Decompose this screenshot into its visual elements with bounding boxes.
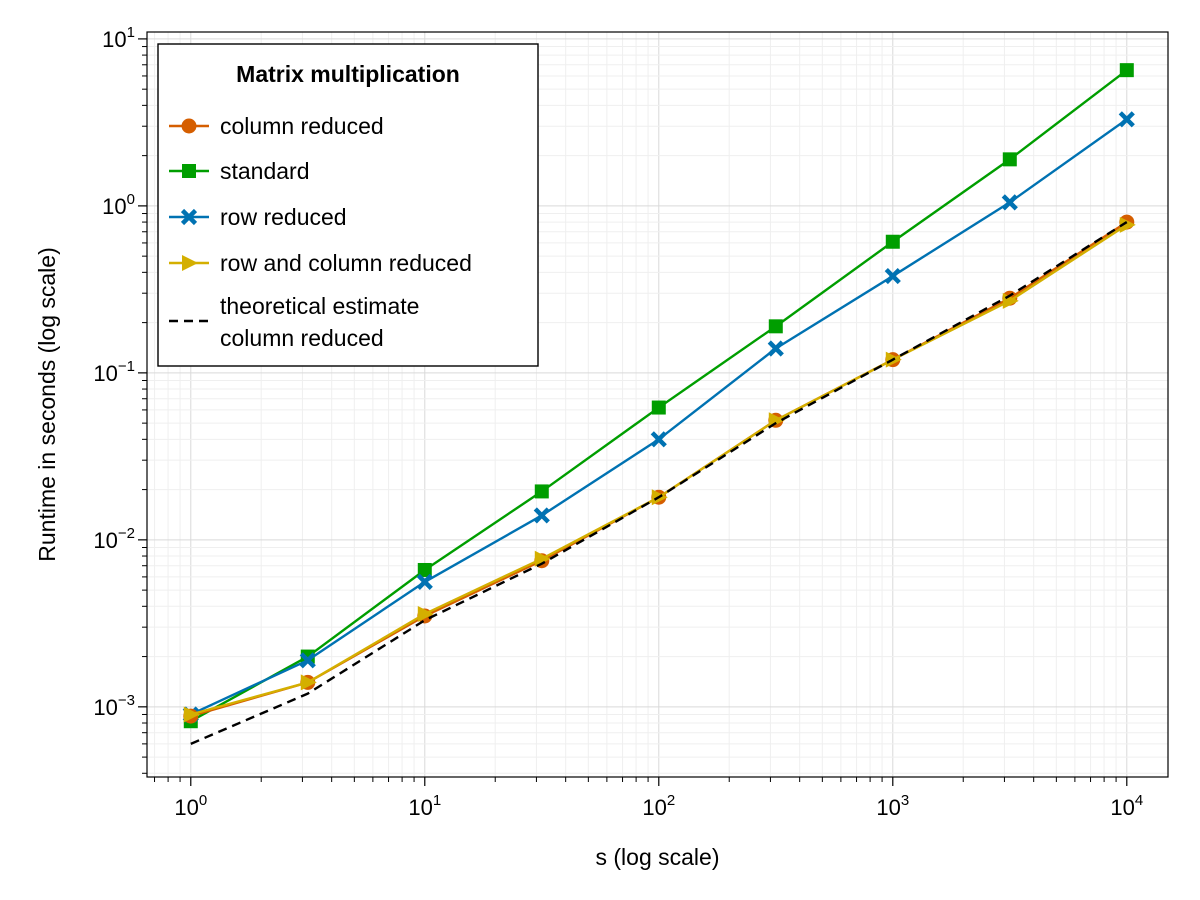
legend-swatch-marker xyxy=(182,164,196,178)
legend-swatch-marker xyxy=(181,118,197,134)
data-point-standard xyxy=(768,319,783,334)
y-tick-label: 101 xyxy=(102,24,135,52)
legend-entry-theoretical-estimate-column-reduced: theoretical estimate column reduced xyxy=(169,293,419,351)
legend-title: Matrix multiplication xyxy=(236,61,460,87)
legend-label: standard xyxy=(220,158,310,184)
y-tick-label: 10−3 xyxy=(93,692,135,720)
data-point-row-reduced xyxy=(1001,194,1018,211)
legend-label: row and column reduced xyxy=(220,250,472,276)
data-point-row-reduced xyxy=(650,431,667,448)
legend-entry-row-and-column-reduced: row and column reduced xyxy=(169,250,472,276)
data-point-row-reduced xyxy=(416,573,433,590)
data-point-row-reduced xyxy=(533,507,550,524)
series-theoretical-estimate-column-reduced xyxy=(190,221,1128,745)
legend-box xyxy=(157,43,539,367)
legend-entries: column reduced standard row reduced row and… xyxy=(169,113,472,351)
x-axis-title: s (log scale) xyxy=(596,844,720,870)
data-point-standard xyxy=(534,484,549,499)
data-point-row-reduced xyxy=(299,652,316,669)
data-point-row-and-column-reduced xyxy=(183,706,200,723)
data-point-standard xyxy=(417,562,432,577)
legend-label: theoretical estimate xyxy=(220,293,419,319)
x-tick-label: 104 xyxy=(1110,792,1143,820)
data-point-standard xyxy=(1119,63,1134,78)
y-tick-label: 10−2 xyxy=(93,525,135,553)
legend-label: column reduced xyxy=(220,113,384,139)
data-point-standard xyxy=(885,234,900,249)
x-tick-label: 100 xyxy=(174,792,207,820)
series-layer xyxy=(182,63,1136,745)
legend-label: row reduced xyxy=(220,204,347,230)
y-axis-title: Runtime in seconds (log scale) xyxy=(34,247,60,561)
y-tick-label: 100 xyxy=(102,191,135,219)
data-point-row-and-column-reduced xyxy=(417,605,434,622)
data-point-row-reduced xyxy=(1118,111,1135,128)
legend-label: column reduced xyxy=(220,325,384,351)
series-line-theoretical-estimate-column-reduced xyxy=(190,221,1128,745)
plot-frame xyxy=(146,31,1169,778)
x-tick-label: 102 xyxy=(642,792,675,820)
legend-entry-row-reduced: row reduced xyxy=(169,204,347,230)
legend-entry-column-reduced: column reduced xyxy=(169,113,384,139)
data-point-row-reduced xyxy=(767,340,784,357)
data-point-standard xyxy=(1002,152,1017,167)
data-point-row-reduced xyxy=(884,267,901,285)
data-point-row-and-column-reduced xyxy=(534,550,551,567)
data-point-row-and-column-reduced xyxy=(300,674,317,691)
data-point-standard xyxy=(651,400,666,415)
y-tick-label: 10−1 xyxy=(93,358,135,386)
x-tick-label: 101 xyxy=(408,792,441,820)
data-point-standard xyxy=(300,649,315,664)
ticks: 100 101 102 103 104 10−3 10−2 10−1 100 101 xyxy=(93,24,1143,820)
x-tick-label: 103 xyxy=(876,792,909,820)
legend: Matrix multiplication column reduced stan… xyxy=(157,43,539,367)
legend-entry-standard: standard xyxy=(169,158,310,184)
data-point-row-and-column-reduced xyxy=(1119,216,1136,233)
legend-swatch-marker xyxy=(180,208,198,226)
legend-swatch-marker xyxy=(182,255,198,271)
